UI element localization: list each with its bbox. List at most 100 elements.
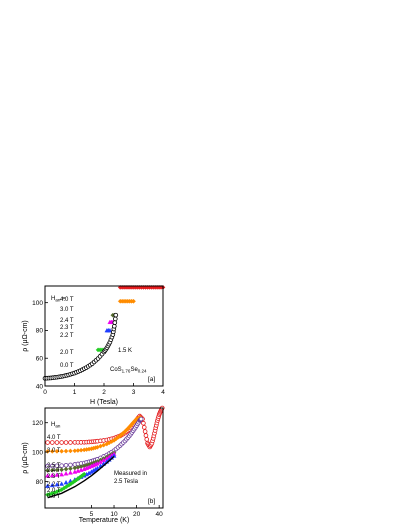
data-point [107, 327, 113, 333]
panel-a-ylabel: ρ (μΩ-cm) [22, 320, 29, 352]
y-tick-label: 80 [36, 328, 44, 335]
panel-b-han-label: Han [51, 422, 61, 429]
y-tick-label: 80 [36, 479, 44, 486]
data-point [142, 429, 148, 434]
data-point [144, 437, 150, 442]
data-point [59, 481, 65, 486]
data-point [49, 440, 55, 445]
series-label-2-4-t: 2.4 T [47, 468, 61, 474]
data-point [94, 465, 100, 471]
data-point [63, 466, 69, 472]
data-point [54, 440, 60, 445]
series-label-2-3-t: 2.3 T [60, 325, 74, 331]
data-point [113, 312, 119, 318]
series-label-4-0-t: 4.0 T [47, 435, 61, 441]
data-point [81, 471, 87, 477]
data-point [63, 440, 69, 445]
panel-b-chart: 5 10 20 40 80 100 120 Temperature (K) ρ (μΩ-cm… [22, 405, 165, 524]
data-point [141, 420, 146, 426]
series-label-2-5-t: 2.5 T [47, 463, 61, 469]
series-4-0-t [45, 405, 165, 450]
series-label-0-0-t: 0.0 T [47, 494, 61, 500]
panel-a-ticks: 0 1 2 3 4 40 60 80 100 [32, 300, 165, 396]
data-point [54, 467, 60, 473]
data-point [49, 472, 55, 478]
panel-a-chart: 0 1 2 3 4 40 60 80 100 H (Tesla) ρ (μΩ-cm) Han =… [22, 285, 166, 406]
data-point [141, 425, 147, 430]
data-point [49, 467, 55, 473]
x-tick-label: 20 [133, 511, 141, 518]
series-2-2-t [104, 327, 113, 333]
data-point [68, 440, 73, 445]
panel-b-marks [45, 405, 165, 499]
data-point [68, 448, 73, 454]
series-0-0-t [47, 456, 115, 499]
panel-a-marks [42, 285, 166, 381]
x-tick-label: 0 [43, 389, 47, 396]
panel-a-panel-label: [a] [148, 376, 155, 383]
data-point [59, 471, 65, 477]
x-tick-label: 40 [156, 511, 164, 518]
data-point [49, 448, 55, 454]
panel-a-compound: CoS1.76Se0.24 [110, 367, 147, 374]
series-label-2-3-t: 2.3 T [47, 474, 61, 480]
panel-b-measured-line1: Measured in [114, 471, 147, 477]
data-point [113, 316, 118, 322]
series-label-2-0-t: 2.0 T [47, 488, 61, 494]
data-point [45, 440, 50, 445]
series-4-0-t [117, 285, 166, 290]
data-point [45, 473, 51, 478]
data-point [45, 483, 51, 488]
data-point [63, 471, 69, 476]
panel-a-temperature: 1.5 K [118, 348, 132, 354]
panel-a-series-labels: 4.0 T 3.0 T 2.4 T2.3 T 2.2 T 2.0 T 0.0 T [60, 297, 74, 369]
data-point [45, 468, 50, 473]
y-tick-label: 120 [32, 420, 43, 427]
series-2-2-t [45, 453, 117, 488]
data-point [45, 448, 50, 454]
data-point [131, 298, 136, 304]
data-point [59, 448, 65, 454]
panel-b-measured-line2: 2.5 Tesla [114, 479, 139, 485]
x-tick-label: 5 [90, 511, 94, 518]
data-point [68, 462, 73, 468]
data-point [59, 467, 65, 473]
y-tick-label: 60 [36, 356, 44, 363]
x-tick-label: 3 [132, 389, 136, 396]
data-point [63, 479, 69, 485]
data-point [112, 323, 117, 329]
panel-b-xlabel: Temperature (K) [79, 517, 130, 524]
series-label-2-4-t: 2.4 T [60, 318, 74, 324]
data-point [59, 440, 64, 445]
panel-b-ylabel: ρ (μΩ-cm) [22, 442, 29, 474]
data-point [68, 466, 73, 471]
panel-a-xlabel: H (Tesla) [90, 399, 118, 406]
y-tick-label: 100 [32, 449, 43, 456]
series-3-0-t [117, 298, 136, 304]
series-0-0-t [42, 312, 119, 381]
series-label-2-2-t: 2.2 T [47, 482, 61, 488]
data-point [138, 416, 144, 422]
panel-a-han-label: Han = [51, 296, 66, 303]
series-label-4-0-t: 4.0 T [60, 297, 74, 303]
x-tick-label: 10 [110, 511, 118, 518]
series-label-2-2-t: 2.2 T [60, 333, 74, 339]
x-tick-label: 4 [161, 389, 165, 396]
data-point [143, 433, 149, 438]
panel-b-series-labels: 4.0 T 3.0 T 2.5 T2.4 T2.3 T 2.2 T2.0 T0.0 T [47, 435, 61, 500]
data-point [67, 470, 73, 475]
x-tick-label: 2 [102, 389, 106, 396]
data-point [49, 463, 55, 469]
y-tick-label: 100 [32, 300, 43, 307]
data-point [49, 482, 55, 488]
data-point [54, 482, 60, 487]
series-label-0-0-t: 0.0 T [60, 363, 74, 369]
data-point [54, 472, 60, 477]
series-label-3-0-t: 3.0 T [60, 307, 74, 313]
data-point [45, 463, 50, 469]
series-label-2-0-t: 2.0 T [60, 350, 74, 356]
data-point [54, 448, 60, 454]
panel-b-ticks: 5 10 20 40 80 100 120 [32, 420, 163, 518]
panel-b-panel-label: [b] [148, 498, 155, 505]
